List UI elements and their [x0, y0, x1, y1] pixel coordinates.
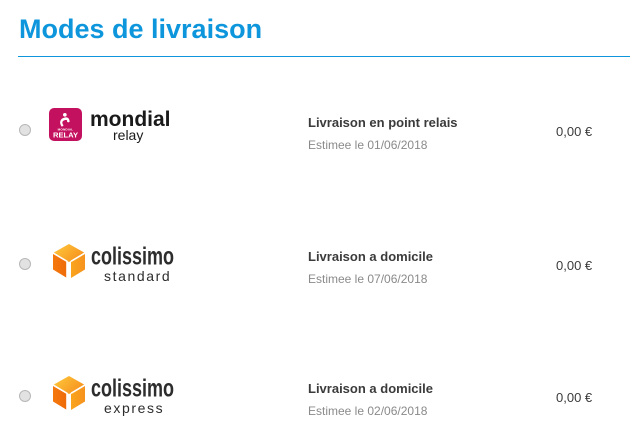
svg-text:RELAY: RELAY	[53, 131, 78, 140]
